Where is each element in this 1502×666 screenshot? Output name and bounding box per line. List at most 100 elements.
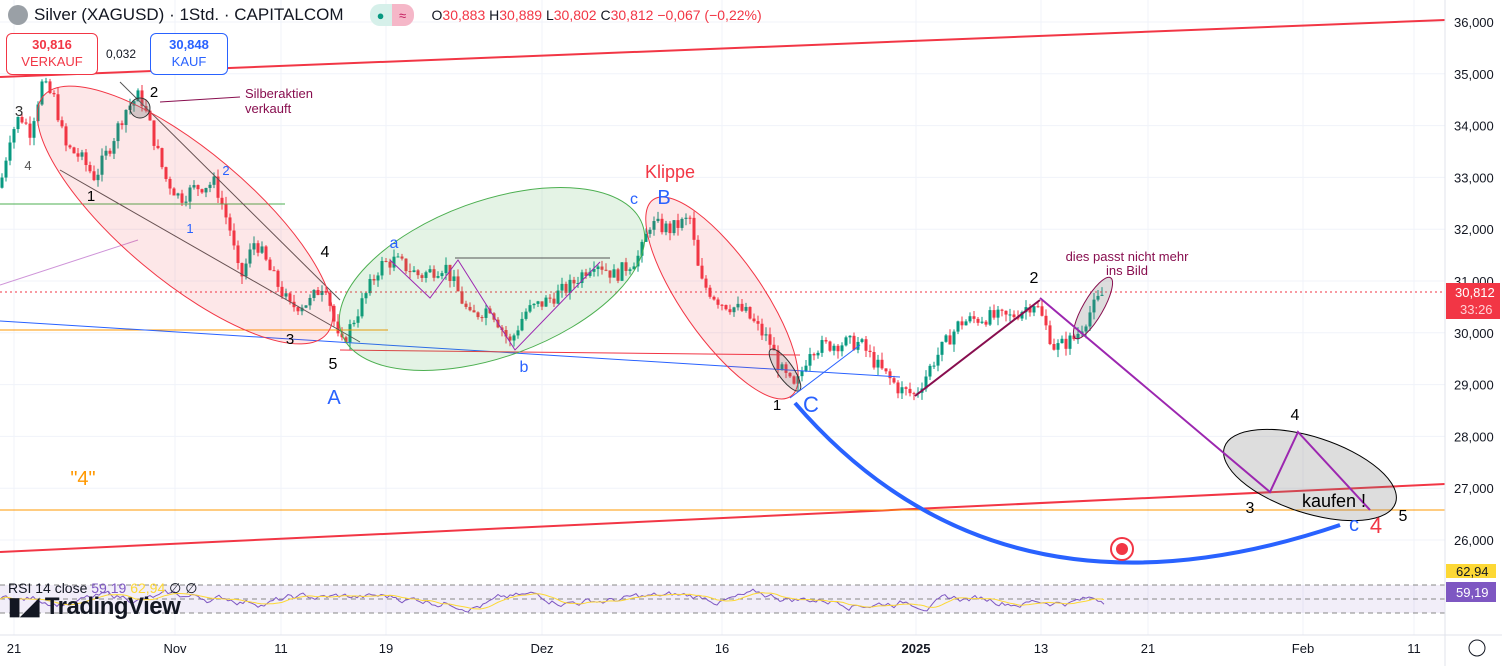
- candle: [356, 316, 360, 323]
- candle: [656, 218, 660, 222]
- candle: [576, 283, 580, 285]
- annotation-label: ins Bild: [1106, 263, 1148, 278]
- candle: [744, 306, 748, 311]
- lower-channel-line: [0, 483, 1446, 553]
- candle: [624, 262, 628, 271]
- candle: [304, 305, 308, 308]
- candle: [116, 123, 120, 142]
- annotation-label: 1: [186, 221, 193, 236]
- settings-eye-icon[interactable]: [1468, 639, 1486, 657]
- annotation-label: 1: [87, 188, 95, 205]
- ellipse-target: [1223, 428, 1397, 522]
- candle: [672, 220, 676, 234]
- x-tick-label: Dez: [530, 641, 553, 656]
- candle: [712, 296, 716, 300]
- candle: [252, 243, 256, 250]
- candle: [940, 341, 944, 355]
- o-label: O: [431, 7, 443, 23]
- candle: [424, 272, 428, 278]
- candle: [1000, 309, 1004, 311]
- candle: [808, 354, 812, 366]
- candle: [264, 246, 268, 260]
- candle: [840, 345, 844, 352]
- ellipse-red-2: [645, 196, 799, 400]
- candle: [96, 174, 100, 181]
- candle: [812, 354, 816, 356]
- change-value: −0,067 (−0,22%): [657, 7, 762, 23]
- candle: [728, 309, 732, 313]
- annotation-label: 5: [329, 356, 338, 373]
- candle: [820, 340, 824, 353]
- annotation-label: dies passt nicht mehr: [1066, 249, 1190, 264]
- candle: [1084, 326, 1088, 332]
- annotation-label: c: [1349, 514, 1359, 536]
- candle: [268, 259, 272, 271]
- candle: [44, 81, 48, 83]
- candle: [896, 382, 900, 394]
- candle: [432, 269, 436, 278]
- candle: [780, 364, 784, 371]
- y-tick-label: 27,000: [1454, 481, 1494, 496]
- symbol-title[interactable]: Silver (XAGUSD) · 1Std. · CAPITALCOM: [34, 5, 344, 24]
- candle: [592, 269, 596, 272]
- candle: [1012, 314, 1016, 318]
- candle: [536, 301, 540, 304]
- candle: [152, 120, 156, 146]
- sell-button[interactable]: 30,816 VERKAUF: [6, 33, 98, 75]
- candle: [108, 150, 112, 154]
- candle: [1040, 306, 1044, 316]
- candle: [1020, 312, 1024, 319]
- candle: [188, 187, 192, 202]
- candle: [632, 266, 636, 270]
- candle: [380, 260, 384, 276]
- candle: [472, 310, 476, 313]
- candle: [960, 321, 964, 326]
- candle: [460, 291, 464, 304]
- candle: [596, 266, 600, 270]
- candle: [1068, 335, 1072, 349]
- candle: [836, 345, 840, 352]
- y-tick-label: 32,000: [1454, 222, 1494, 237]
- candle: [660, 218, 664, 233]
- market-status[interactable]: ● ≈: [369, 4, 414, 26]
- candle: [776, 350, 780, 371]
- candle: [736, 303, 740, 308]
- annotation-label: 3: [286, 331, 294, 348]
- candle: [248, 249, 252, 264]
- candle: [716, 299, 720, 305]
- annotation-label: 4: [1291, 407, 1300, 424]
- candle: [868, 350, 872, 353]
- spread: 0,032: [106, 47, 137, 61]
- us-flag-dot: [1116, 543, 1128, 555]
- candle: [52, 92, 56, 95]
- annotation-label: Klippe: [645, 162, 695, 182]
- candle: [92, 171, 96, 181]
- buy-button[interactable]: 30,848 KAUF: [150, 33, 228, 75]
- y-tick-label: 34,000: [1454, 119, 1494, 134]
- x-tick-label: Nov: [163, 641, 187, 656]
- candle: [88, 165, 92, 172]
- candle: [772, 344, 776, 351]
- rsi-value: 59,19: [91, 580, 127, 596]
- open-value: 30,883: [442, 7, 486, 23]
- annotation-label: verkauft: [245, 101, 292, 116]
- candle: [312, 289, 316, 298]
- candle: [444, 264, 448, 274]
- candle: [964, 321, 968, 326]
- rsi-legend[interactable]: RSI 14 close 59,19 62,94 ∅ ∅: [8, 580, 197, 597]
- candle: [132, 101, 136, 106]
- candle: [484, 308, 488, 318]
- candle: [400, 256, 404, 259]
- candle: [244, 263, 248, 277]
- candle: [176, 193, 180, 196]
- candle: [992, 310, 996, 318]
- annotation-label: B: [657, 187, 670, 209]
- candle: [932, 365, 936, 367]
- h-label: H: [489, 7, 500, 23]
- ellipse-top: [129, 97, 151, 119]
- candle: [1008, 314, 1012, 316]
- candle: [968, 316, 972, 322]
- candle: [1028, 307, 1032, 313]
- candle: [540, 301, 544, 307]
